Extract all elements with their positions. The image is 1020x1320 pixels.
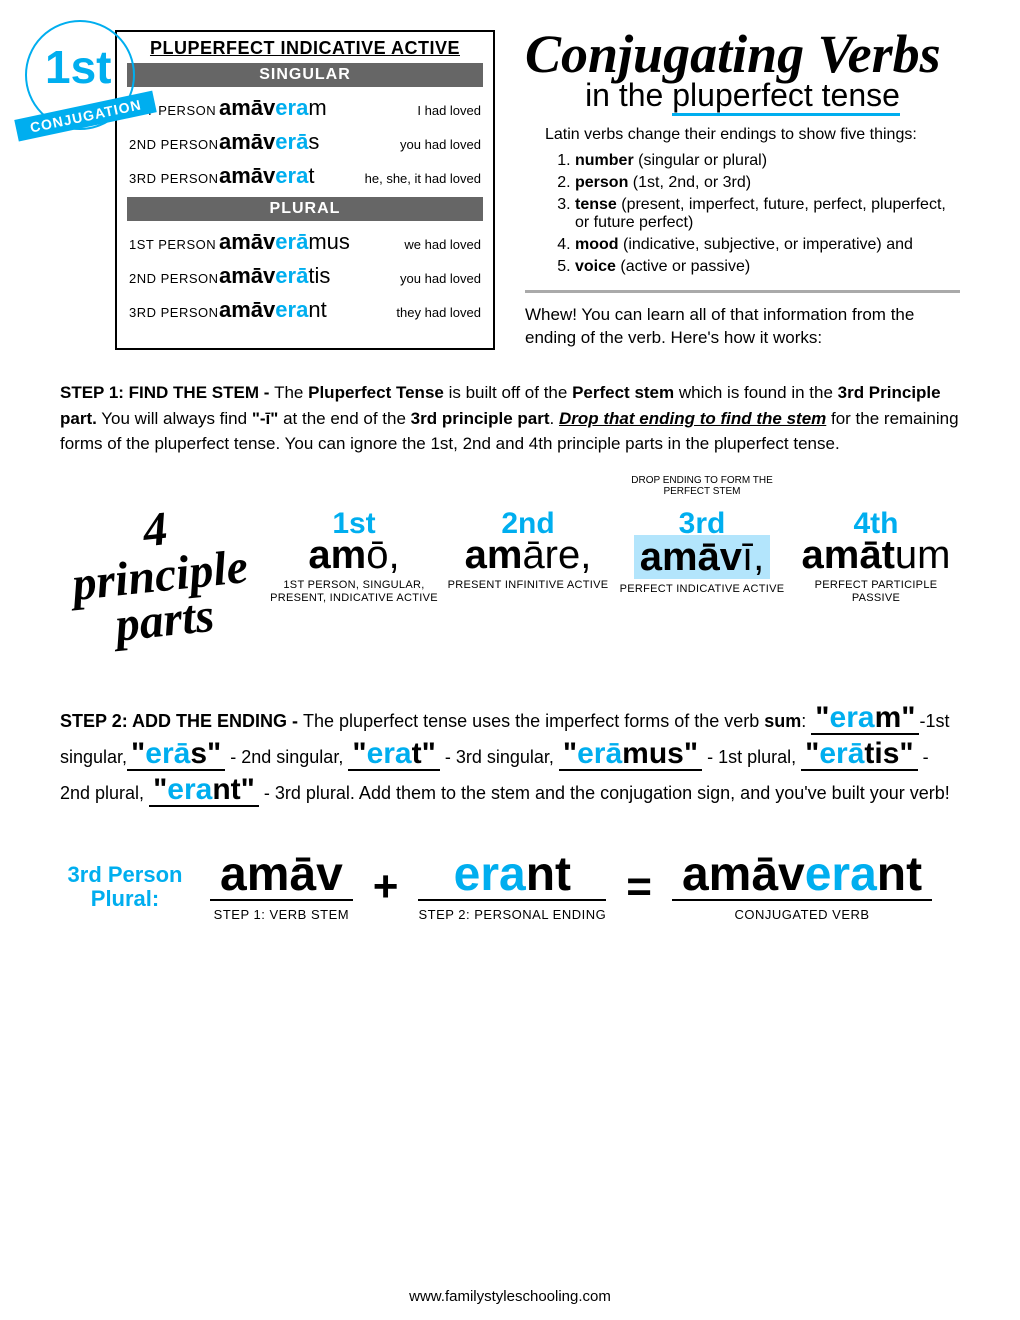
header-column: Conjugating Verbs in the pluperfect tens… <box>515 30 960 350</box>
list-item: person (1st, 2nd, or 3rd) <box>575 174 960 192</box>
conjugation-table: PLUPERFECT INDICATIVE ACTIVE SINGULAR 1S… <box>115 30 495 350</box>
table-row: 1ST PERSONamāveramI had loved <box>129 91 481 125</box>
step2-label: STEP 2: ADD THE ENDING - <box>60 711 303 731</box>
step-2-block: STEP 2: ADD THE ENDING - The pluperfect … <box>60 703 960 811</box>
intro-text: Latin verbs change their endings to show… <box>545 126 960 144</box>
step-1-block: STEP 1: FIND THE STEM - The Pluperfect T… <box>60 380 960 457</box>
formula-result: amāverant CONJUGATED VERB <box>672 851 932 922</box>
plus-icon: + <box>373 862 399 912</box>
divider-icon <box>525 290 960 293</box>
principle-part: DROP ENDING TO FORM THE PERFECT STEM3rda… <box>618 507 786 605</box>
principle-heading: 4 principle parts <box>53 497 266 654</box>
list-item: mood (indicative, subjective, or imperat… <box>575 236 960 254</box>
ending-item: "erāmus" - 1st plural, <box>559 747 801 767</box>
formula-ending: erant STEP 2: PERSONAL ENDING <box>418 851 606 922</box>
properties-list: number (singular or plural) person (1st, … <box>575 152 960 276</box>
table-row: 3RD PERSONamāverathe, she, it had loved <box>129 159 481 193</box>
drop-ending-note: DROP ENDING TO FORM THE PERFECT STEM <box>627 475 777 497</box>
table-title: PLUPERFECT INDICATIVE ACTIVE <box>129 38 481 59</box>
ending-item: "erat" - 3rd singular, <box>348 747 559 767</box>
list-item: number (singular or plural) <box>575 152 960 170</box>
ending-item: "erās" - 2nd singular, <box>127 747 348 767</box>
ending-item: "erant" <box>149 783 259 803</box>
footer-url: www.familystyleschooling.com <box>0 1288 1020 1305</box>
whew-text: Whew! You can learn all of that informat… <box>525 303 960 351</box>
singular-header: SINGULAR <box>127 63 483 87</box>
equals-icon: = <box>626 862 652 912</box>
formula-stem: amāv STEP 1: VERB STEM <box>210 851 353 922</box>
subtitle-underline: pluperfect tense <box>672 77 900 116</box>
list-item: voice (active or passive) <box>575 258 960 276</box>
table-row: 2ND PERSONamāverātisyou had loved <box>129 259 481 293</box>
principle-part: 1stamō,1ST PERSON, SINGULAR, PRESENT, IN… <box>270 507 438 605</box>
page-title: Conjugating Verbs <box>525 30 960 79</box>
principle-parts-section: 4 principle parts 1stamō,1ST PERSON, SIN… <box>60 507 960 644</box>
table-row: 3RD PERSONamāverantthey had loved <box>129 293 481 327</box>
subtitle-pre: in the <box>585 77 672 113</box>
formula-label: 3rd Person Plural: <box>60 863 190 911</box>
badge-ordinal: 1st <box>45 40 111 94</box>
list-item: tense (present, imperfect, future, perfe… <box>575 196 960 232</box>
table-row: 2ND PERSONamāverāsyou had loved <box>129 125 481 159</box>
page-subtitle: in the pluperfect tense <box>525 77 960 114</box>
formula-section: 3rd Person Plural: amāv STEP 1: VERB STE… <box>60 851 960 922</box>
step1-label: STEP 1: FIND THE STEM - <box>60 383 274 402</box>
principle-part: 4thamātumPERFECT PARTICIPLE PASSIVE <box>792 507 960 605</box>
parts-grid: 1stamō,1ST PERSON, SINGULAR, PRESENT, IN… <box>270 507 960 605</box>
principle-part: 2ndamāre,PRESENT INFINITIVE ACTIVE <box>444 507 612 605</box>
table-row: 1ST PERSONamāverāmuswe had loved <box>129 225 481 259</box>
top-section: 1st CONJUGATION PLUPERFECT INDICATIVE AC… <box>60 30 960 350</box>
plural-header: PLURAL <box>127 197 483 221</box>
